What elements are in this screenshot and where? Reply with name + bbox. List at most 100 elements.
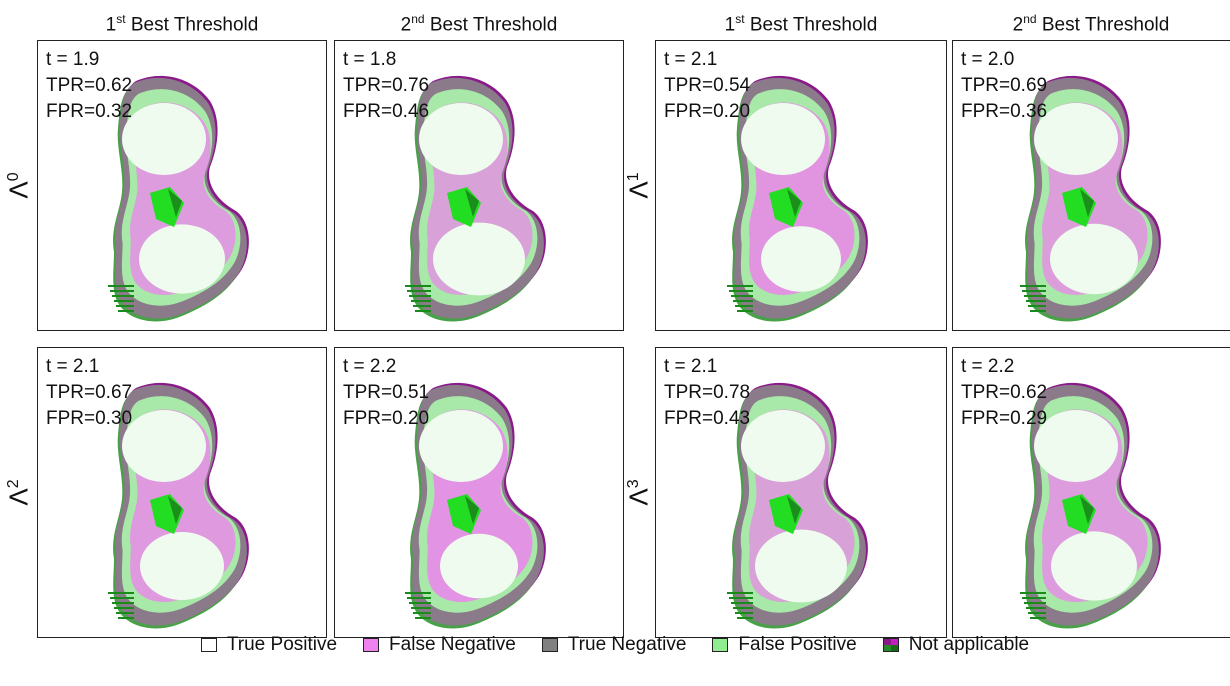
edge-stroke [727,592,753,594]
tpr-value: TPR=0.76 [343,75,430,96]
panel-stats: t = 2.1 TPR=0.67 FPR=0.30 [46,354,132,432]
tpr-value: TPR=0.67 [46,382,133,403]
edge-stroke [1022,290,1046,292]
segmentation-map [1020,75,1161,322]
edge-stroke [1020,592,1046,594]
fpr-value: FPR=0.20 [664,101,751,122]
core-shadow [787,496,801,524]
legend-item-false-negative: False Negative [363,634,516,656]
true-positive-lobe-upper [1034,103,1118,175]
edge-stroke [118,617,134,619]
fpr-value: FPR=0.36 [961,101,1048,122]
edge-stroke [1026,300,1046,302]
true-positive-lobe-lower [433,222,525,296]
edge-stroke [116,305,134,307]
segmentation-map [727,75,868,322]
core-shadow [168,189,182,217]
edge-stroke [1024,295,1046,297]
edge-stroke [405,285,431,287]
edge-stroke [112,602,134,604]
panel-stats: t = 1.8 TPR=0.76 FPR=0.46 [343,47,429,125]
legend-label: True Positive [226,634,338,655]
panel-stats: t = 2.2 TPR=0.62 FPR=0.29 [961,354,1047,432]
edge-stroke [729,290,753,292]
edge-stroke [108,285,134,287]
edge-stroke [729,597,753,599]
column-title-3: 1st Best Threshold [724,12,878,36]
edge-stroke [413,305,431,307]
legend-item-not-applicable: Not applicable [882,634,1029,656]
false-positive-swatch-icon [712,638,729,652]
segmentation-map [1020,382,1161,629]
legend-label: True Negative [567,634,687,655]
panel-lambda0-best1: t = 1.9 TPR=0.62 FPR=0.32 [37,40,327,331]
edge-stroke [116,612,134,614]
row-label-lambda-1: Λ1 [623,172,654,199]
legend-item-false-positive: False Positive [712,634,857,656]
panel-lambda1-best1: t = 2.1 TPR=0.54 FPR=0.20 [655,40,947,331]
edge-stroke [118,310,134,312]
edge-stroke [114,300,134,302]
legend: True Positive False Negative True Negati… [0,634,1230,656]
edge-stroke [735,612,753,614]
true-positive-lobe-upper [122,103,206,175]
edge-stroke [1028,612,1046,614]
tpr-value: TPR=0.62 [46,75,133,96]
column-title-2: 2nd Best Threshold [400,12,558,36]
column-title-4: 2nd Best Threshold [1012,12,1170,36]
row-label-lambda-3: Λ3 [623,479,654,506]
edge-stroke [110,597,134,599]
true-positive-lobe-upper [122,410,206,482]
true-positive-lobe-upper [1034,410,1118,482]
threshold-value: t = 2.2 [961,356,1015,377]
edge-stroke [411,300,431,302]
true-positive-lobe-lower [140,532,224,600]
edge-stroke [1026,607,1046,609]
threshold-value: t = 2.2 [343,356,397,377]
true-positive-lobe-upper [741,410,825,482]
edge-stroke [405,592,431,594]
true-positive-lobe-lower [1050,223,1138,295]
threshold-value: t = 2.1 [664,356,718,377]
core-shadow [787,189,801,217]
core-shadow [465,189,479,217]
threshold-value: t = 2.1 [664,49,718,70]
panel-lambda2-best1: t = 2.1 TPR=0.67 FPR=0.30 [37,347,327,638]
segmentation-map [108,75,249,322]
panel-lambda3-best1: t = 2.1 TPR=0.78 FPR=0.43 [655,347,947,638]
edge-stroke [727,285,753,287]
segmentation-map [108,382,249,629]
tpr-value: TPR=0.62 [961,382,1048,403]
edge-stroke [1022,597,1046,599]
threshold-value: t = 2.0 [961,49,1015,70]
threshold-value: t = 1.8 [343,49,397,70]
panel-lambda3-best2: t = 2.2 TPR=0.62 FPR=0.29 [952,347,1230,638]
row-label-lambda-0: Λ0 [3,172,34,199]
true-positive-lobe-lower [139,224,225,294]
threshold-value: t = 2.1 [46,356,100,377]
edge-stroke [407,290,431,292]
edge-stroke [731,602,753,604]
fpr-value: FPR=0.30 [46,408,133,429]
edge-stroke [737,310,753,312]
core-shadow [1080,496,1094,524]
fpr-value: FPR=0.46 [343,101,430,122]
panel-stats: t = 2.1 TPR=0.54 FPR=0.20 [664,47,750,125]
edge-stroke [733,607,753,609]
edge-stroke [114,607,134,609]
row-label-lambda-2: Λ2 [3,479,34,506]
edge-stroke [1028,305,1046,307]
edge-stroke [409,295,431,297]
legend-label: False Negative [389,634,516,655]
tpr-value: TPR=0.69 [961,75,1048,96]
core-shadow [1080,189,1094,217]
segmentation-map [405,75,546,322]
edge-stroke [731,295,753,297]
panel-stats: t = 2.1 TPR=0.78 FPR=0.43 [664,354,750,432]
edge-stroke [1030,310,1046,312]
tpr-value: TPR=0.78 [664,382,751,403]
tpr-value: TPR=0.51 [343,382,430,403]
panel-lambda0-best2: t = 1.8 TPR=0.76 FPR=0.46 [334,40,624,331]
edge-stroke [1030,617,1046,619]
edge-stroke [108,592,134,594]
